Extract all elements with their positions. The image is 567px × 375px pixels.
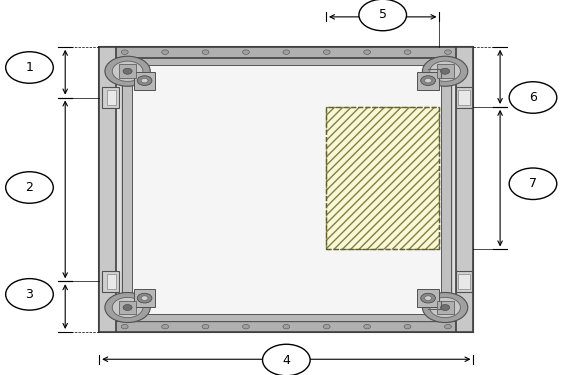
FancyBboxPatch shape — [456, 271, 472, 292]
FancyBboxPatch shape — [122, 58, 132, 321]
Circle shape — [263, 344, 310, 375]
Circle shape — [422, 56, 468, 86]
FancyBboxPatch shape — [456, 47, 473, 332]
Circle shape — [137, 293, 152, 303]
Circle shape — [6, 279, 53, 310]
Circle shape — [121, 50, 128, 54]
FancyBboxPatch shape — [99, 47, 473, 58]
Circle shape — [430, 297, 460, 318]
Text: 6: 6 — [529, 91, 537, 104]
Bar — [326, 107, 439, 249]
Bar — [119, 64, 136, 78]
FancyBboxPatch shape — [102, 87, 119, 108]
Circle shape — [283, 324, 290, 329]
Circle shape — [243, 50, 249, 54]
Circle shape — [112, 297, 143, 318]
FancyBboxPatch shape — [456, 87, 472, 108]
Circle shape — [162, 50, 168, 54]
Circle shape — [323, 50, 330, 54]
FancyBboxPatch shape — [102, 271, 119, 292]
Circle shape — [112, 61, 143, 81]
Circle shape — [137, 76, 152, 86]
FancyBboxPatch shape — [122, 58, 451, 321]
FancyBboxPatch shape — [134, 289, 155, 307]
FancyBboxPatch shape — [99, 321, 473, 332]
Circle shape — [364, 50, 371, 54]
Circle shape — [430, 61, 460, 81]
FancyBboxPatch shape — [107, 274, 116, 289]
Circle shape — [364, 324, 371, 329]
FancyBboxPatch shape — [458, 274, 470, 289]
Circle shape — [404, 324, 411, 329]
Circle shape — [441, 68, 450, 74]
Circle shape — [509, 82, 557, 113]
Circle shape — [283, 50, 290, 54]
Circle shape — [323, 324, 330, 329]
FancyBboxPatch shape — [441, 58, 451, 321]
Circle shape — [445, 50, 451, 54]
FancyBboxPatch shape — [134, 72, 155, 90]
Circle shape — [105, 292, 150, 322]
Circle shape — [441, 304, 450, 310]
Text: 3: 3 — [26, 288, 33, 301]
Circle shape — [162, 324, 168, 329]
Text: 4: 4 — [282, 354, 290, 366]
Circle shape — [509, 168, 557, 200]
Circle shape — [123, 304, 132, 310]
Bar — [119, 301, 136, 314]
Bar — [437, 64, 454, 78]
Text: 7: 7 — [529, 177, 537, 190]
FancyBboxPatch shape — [122, 314, 451, 321]
FancyBboxPatch shape — [417, 289, 439, 307]
Circle shape — [421, 293, 435, 303]
FancyBboxPatch shape — [417, 72, 439, 90]
Bar — [326, 107, 439, 249]
Circle shape — [105, 56, 150, 86]
FancyBboxPatch shape — [122, 58, 451, 65]
Circle shape — [6, 172, 53, 203]
Circle shape — [121, 324, 128, 329]
Circle shape — [6, 52, 53, 83]
Circle shape — [422, 292, 468, 322]
Text: 1: 1 — [26, 61, 33, 74]
Circle shape — [404, 50, 411, 54]
Circle shape — [141, 78, 148, 83]
Circle shape — [445, 324, 451, 329]
Circle shape — [359, 0, 407, 31]
Text: 5: 5 — [379, 9, 387, 21]
Circle shape — [123, 68, 132, 74]
Circle shape — [243, 324, 249, 329]
FancyBboxPatch shape — [99, 47, 473, 332]
Circle shape — [425, 296, 431, 300]
Circle shape — [421, 76, 435, 86]
Circle shape — [202, 50, 209, 54]
Circle shape — [141, 296, 148, 300]
Bar — [437, 301, 454, 314]
Circle shape — [425, 78, 431, 83]
FancyBboxPatch shape — [107, 90, 116, 105]
FancyBboxPatch shape — [458, 90, 470, 105]
Circle shape — [202, 324, 209, 329]
FancyBboxPatch shape — [99, 47, 116, 332]
Text: 2: 2 — [26, 181, 33, 194]
